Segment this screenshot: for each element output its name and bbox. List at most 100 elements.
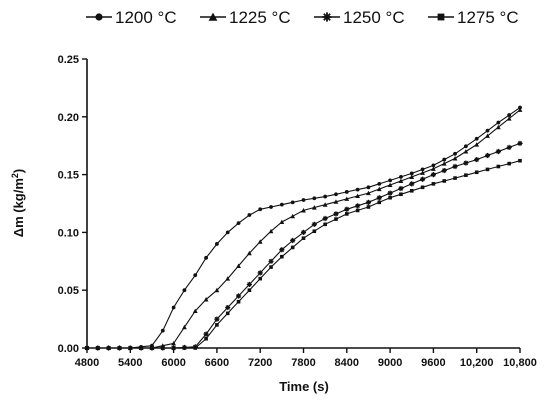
x-axis-title: Time (s) (279, 379, 329, 394)
legend-label: 1225 °C (229, 8, 291, 27)
series-point-1200-c (269, 205, 273, 209)
series-point-1225-c (290, 213, 296, 219)
series-point-1225-c (268, 228, 274, 234)
y-tick-label: 0.25 (58, 54, 79, 66)
series-point-1275-c (301, 236, 306, 240)
series-point-1275-c (409, 188, 414, 193)
legend-marker-square (437, 13, 445, 21)
series-1200-c (85, 105, 522, 350)
series-point-1275-c (171, 346, 176, 350)
series-point-1225-c (225, 276, 231, 281)
series-point-1200-c (463, 144, 468, 149)
legend-label: 1275 °C (457, 8, 519, 27)
series-point-1200-c (171, 305, 176, 310)
series-point-1225-c (506, 116, 512, 121)
series-point-1225-c (517, 107, 523, 112)
legend-marker-triangle (208, 12, 218, 21)
series-point-1275-c (377, 200, 382, 205)
series-point-1275-c (117, 346, 122, 350)
axes (86, 59, 520, 349)
series-point-1250-c (355, 203, 361, 209)
series-point-1275-c (139, 346, 143, 350)
series-line-1275-c (87, 160, 521, 349)
x-tick-label: 9600 (421, 357, 445, 369)
series-point-1250-c (398, 185, 404, 192)
x-tick-label: 6600 (205, 357, 229, 369)
series-point-1200-c (496, 120, 501, 125)
series-point-1275-c (215, 323, 219, 327)
series-layer (84, 105, 523, 351)
series-point-1275-c (96, 346, 100, 350)
series-point-1200-c (225, 230, 230, 235)
series-point-1250-c (203, 331, 209, 337)
series-point-1200-c (474, 136, 479, 141)
legend-item-1275-c: 1275 °C (428, 8, 519, 27)
series-point-1200-c (355, 187, 360, 192)
series-point-1200-c (160, 328, 165, 333)
series-point-1275-c (485, 167, 490, 172)
series-point-1275-c (496, 164, 501, 169)
y-tick-label: 0.15 (58, 170, 79, 182)
series-point-1275-c (366, 205, 371, 209)
series-point-1225-c (452, 156, 458, 161)
series-point-1250-c (506, 144, 512, 151)
x-tick-label: 7800 (291, 357, 315, 369)
x-tick-label: 7200 (248, 357, 272, 369)
series-point-1275-c (334, 217, 338, 221)
series-point-1275-c (507, 161, 511, 166)
series-point-1225-c (387, 182, 393, 188)
series-point-1275-c (236, 299, 241, 304)
series-point-1275-c (247, 288, 252, 292)
legend-marker-circle (95, 13, 103, 21)
series-point-1200-c (193, 273, 198, 278)
x-ticks: 4800 5400 6000 6600 7200 7800 8400 9000 9600 10,2… (75, 348, 537, 369)
series-point-1275-c (290, 245, 295, 250)
series-point-1250-c (290, 237, 296, 244)
series-point-1225-c (431, 166, 436, 171)
series-point-1200-c (301, 198, 306, 202)
series-point-1200-c (399, 175, 403, 179)
series-point-1200-c (323, 194, 328, 199)
series-point-1200-c (409, 171, 414, 176)
series-point-1200-c (420, 167, 425, 172)
y-axis-title: Δm (kg/m2) (10, 169, 26, 238)
series-point-1200-c (258, 207, 263, 212)
series-point-1200-c (344, 190, 349, 194)
x-tick-label: 5400 (118, 357, 142, 369)
series-point-1225-c (441, 161, 447, 166)
series-point-1275-c (355, 208, 360, 213)
series-point-1225-c (333, 199, 339, 204)
series-point-1275-c (474, 170, 479, 175)
series-point-1275-c (204, 336, 208, 341)
series-point-1275-c (399, 192, 403, 197)
y-tick-label: 0.05 (58, 285, 79, 297)
series-point-1275-c (182, 346, 187, 350)
series-point-1200-c (453, 151, 457, 156)
y-tick-label: 0.20 (58, 112, 79, 124)
legend-marker-star (322, 12, 332, 22)
series-point-1250-c (279, 247, 285, 253)
y-ticks: 0.00 0.05 0.10 0.15 0.20 0.25 (58, 54, 87, 355)
y-axis-title-end: ) (11, 169, 26, 173)
series-point-1250-c (463, 160, 469, 166)
series-point-1225-c (376, 186, 382, 192)
series-point-1200-c (182, 288, 187, 293)
series-point-1250-c (430, 172, 436, 178)
series-point-1200-c (388, 178, 392, 183)
series-point-1225-c (246, 250, 252, 256)
series-point-1225-c (301, 208, 306, 213)
series-point-1225-c (474, 142, 480, 147)
series-point-1250-c (333, 211, 339, 217)
series-line-1225-c (87, 109, 521, 349)
series-point-1250-c (311, 221, 317, 227)
legend-item-1200-c: 1200 °C (86, 8, 177, 27)
y-tick-label: 0.00 (58, 343, 79, 355)
series-line-1200-c (87, 107, 521, 349)
series-point-1200-c (377, 181, 382, 186)
series-point-1275-c (323, 222, 327, 227)
series-point-1250-c (268, 258, 274, 264)
series-point-1200-c (431, 163, 436, 168)
series-point-1250-c (419, 176, 426, 182)
series-point-1275-c (442, 179, 447, 183)
series-point-1200-c (442, 157, 447, 162)
